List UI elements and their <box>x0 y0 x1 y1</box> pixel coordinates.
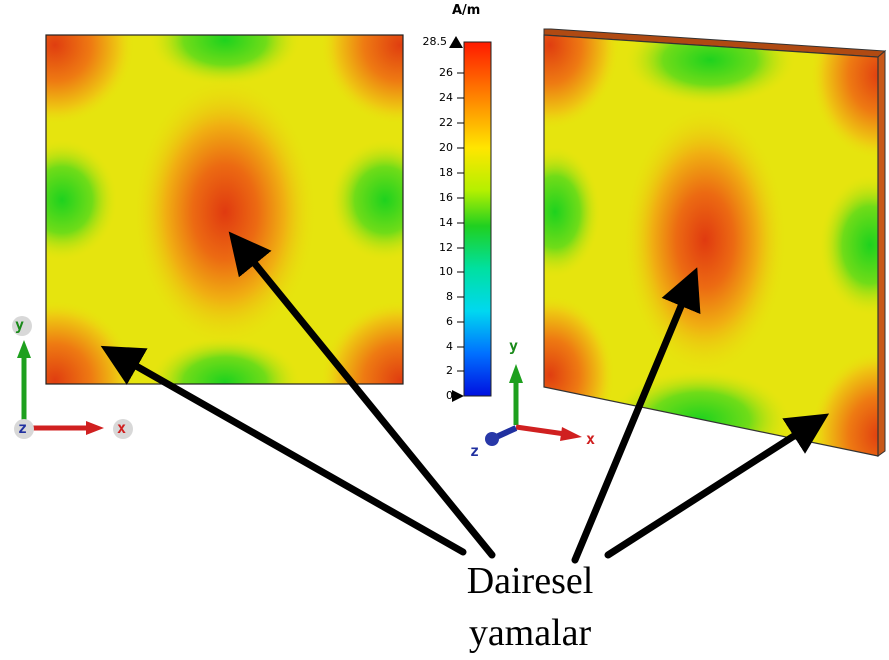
arrow-to-left-corner <box>100 345 467 556</box>
tick-label: 12 <box>439 241 453 254</box>
axis-x-label-left: x <box>117 419 127 437</box>
colorbar-min-marker-icon <box>452 390 464 402</box>
annotation-label: Dairesel yamalar <box>430 555 630 659</box>
tick-label: 22 <box>439 116 453 129</box>
axis-z-label-right: z <box>470 442 480 460</box>
annotation-arrows <box>100 231 830 564</box>
tick-label: 0 <box>446 389 453 402</box>
tick-label: 6 <box>446 315 453 328</box>
tick-label: 24 <box>439 91 453 104</box>
axis-x-label-right: x <box>586 430 596 448</box>
left-field-plot <box>45 34 404 385</box>
colorbar-max-marker-icon <box>449 36 463 48</box>
annotation-line-2: yamalar <box>468 612 592 654</box>
colorbar <box>449 36 492 402</box>
right-field-plot <box>543 28 887 457</box>
annotation-line-1: Dairesel <box>466 560 594 602</box>
tick-label: 4 <box>446 340 453 353</box>
tick-label: 16 <box>439 191 453 204</box>
axis-y-label-right: y <box>509 337 519 355</box>
colorbar-tick-labels: 26 24 22 20 18 16 14 12 10 8 6 4 2 0 <box>415 66 453 403</box>
tick-label: 2 <box>446 364 453 377</box>
tick-label: 18 <box>439 166 453 179</box>
arrow-to-left-center <box>228 231 496 559</box>
arrow-to-right-corner <box>604 413 830 559</box>
arrow-to-right-center <box>571 267 701 564</box>
tick-label: 20 <box>439 141 453 154</box>
tick-label: 26 <box>439 66 453 79</box>
tick-label: 8 <box>446 290 453 303</box>
axis-triad-right <box>485 364 582 446</box>
tick-label: 14 <box>439 216 453 229</box>
colorbar-max-label: 28.5 <box>422 35 448 48</box>
axis-triad-left <box>12 316 133 439</box>
axis-y-label-left: y <box>15 316 25 334</box>
axis-z-label-left: z <box>18 419 28 437</box>
tick-label: 10 <box>439 265 453 278</box>
colorbar-unit: A/m <box>452 3 481 18</box>
